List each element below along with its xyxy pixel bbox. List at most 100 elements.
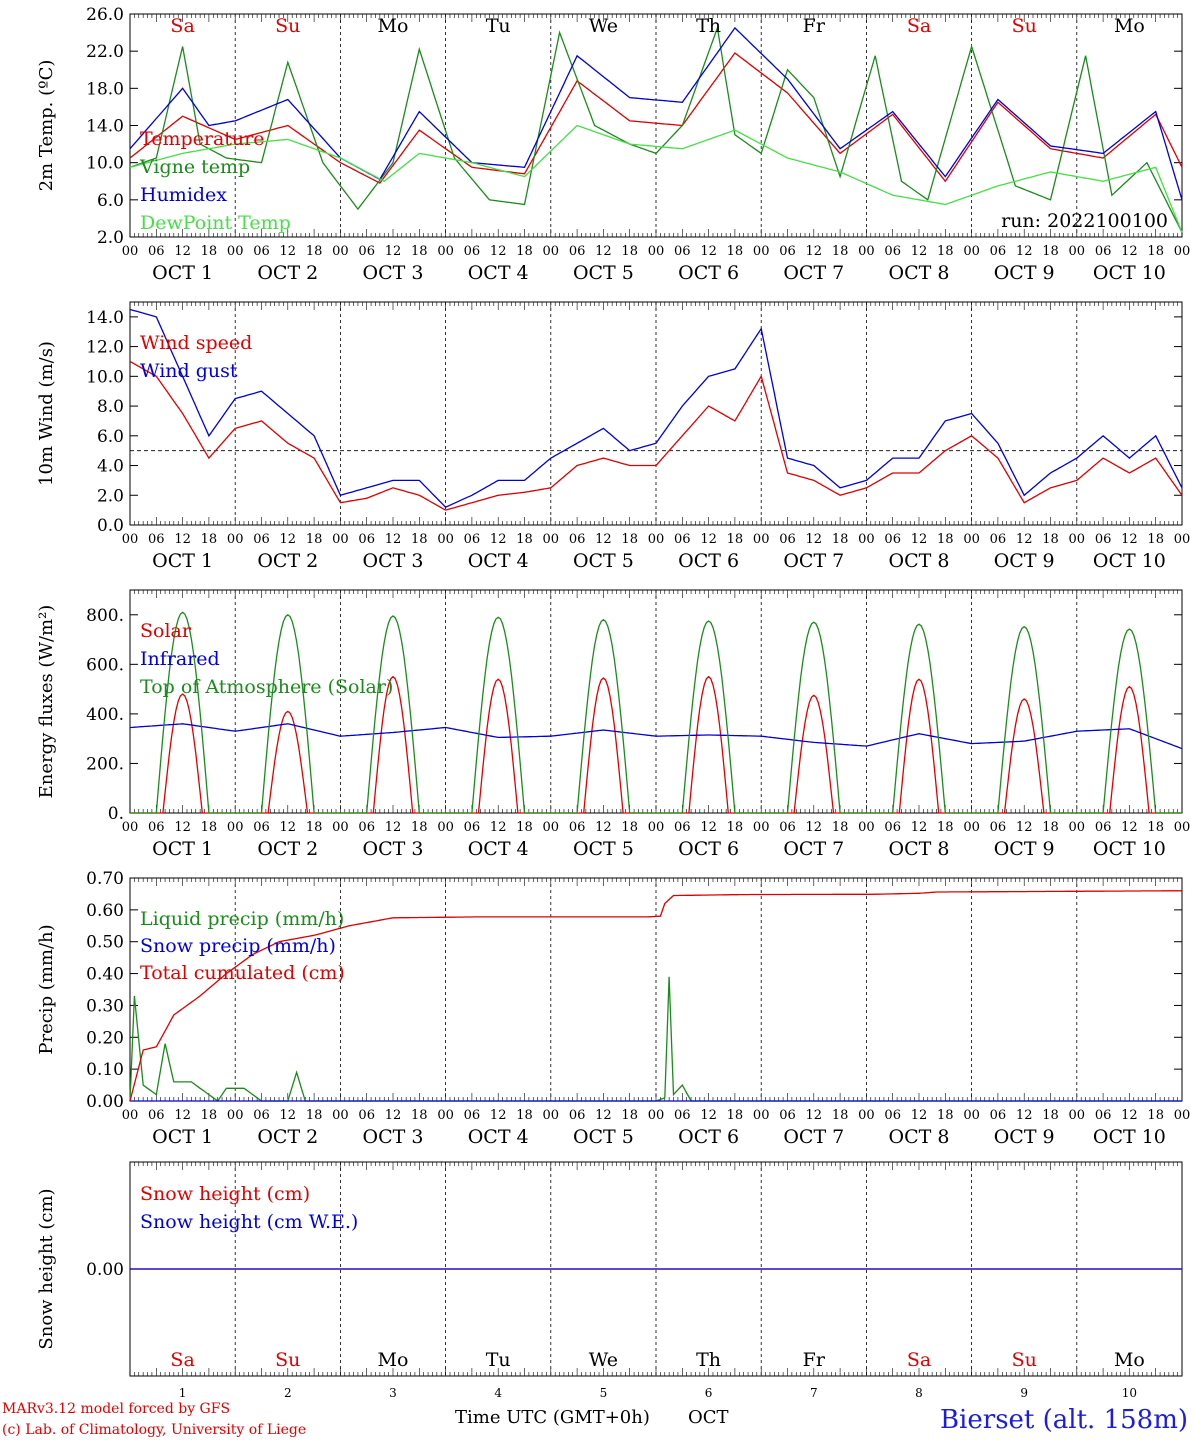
- hour-tick-label: 00: [753, 244, 770, 259]
- y-tick-label: 0.: [108, 804, 124, 824]
- hour-tick-label: 00: [543, 244, 560, 259]
- hour-tick-label: 18: [937, 820, 954, 835]
- y-axis-label: Energy fluxes (W/m²): [36, 605, 57, 799]
- hour-tick-label: 00: [437, 244, 454, 259]
- y-tick-label: 0.60: [86, 901, 124, 921]
- hour-tick-label: 12: [385, 1108, 402, 1123]
- y-tick-label: 400.: [86, 705, 124, 725]
- hour-tick-label: 06: [1095, 244, 1112, 259]
- day-label: OCT 6: [678, 838, 739, 860]
- series-line: [129, 360, 1183, 511]
- hour-tick-label: 00: [543, 820, 560, 835]
- day-name-label: We: [589, 15, 618, 37]
- y-tick-label: 200.: [86, 754, 124, 774]
- run-label: run: 2022100100: [1001, 210, 1168, 232]
- hour-tick-label: 00: [648, 820, 665, 835]
- hour-tick-label: 12: [1016, 244, 1033, 259]
- hour-tick-label: 18: [832, 1108, 849, 1123]
- hour-tick-label: 00: [963, 1108, 980, 1123]
- hour-tick-label: 00: [858, 820, 875, 835]
- hour-tick-label: 12: [490, 820, 507, 835]
- hour-tick-label: 00: [543, 1108, 560, 1123]
- day-name-label: Fr: [803, 1349, 826, 1371]
- day-label: OCT 2: [257, 262, 318, 284]
- hour-tick-label: 00: [648, 244, 665, 259]
- day-label: OCT 10: [1093, 838, 1166, 860]
- hour-tick-label: 12: [385, 532, 402, 547]
- hour-tick-label: 12: [174, 1108, 191, 1123]
- day-name-label: Th: [696, 1349, 721, 1371]
- day-label: OCT 4: [468, 838, 529, 860]
- day-label: OCT 9: [994, 550, 1055, 572]
- panel-2: 0.0 2.0 4.0 6.0 8.0 10.0 12.0 14.0 10m Wind (m/s…: [36, 301, 1190, 572]
- y-tick-label: 10.0: [86, 154, 124, 174]
- day-name-label: Sa: [907, 15, 931, 37]
- panel-1: 2.0 6.0 10.0 14.0 18.0 22.0 26.0 2m Temp. (ºC) 0…: [36, 5, 1190, 284]
- footer-credit-lab: (c) Lab. of Climatology, University of L…: [2, 1422, 306, 1438]
- day-name-label: Tu: [486, 15, 511, 37]
- hour-tick-label: 18: [1147, 244, 1164, 259]
- hour-tick-label: 18: [621, 244, 638, 259]
- day-label: OCT 9: [994, 1126, 1055, 1148]
- legend-label: Solar: [140, 620, 192, 642]
- series-line: [129, 723, 1183, 750]
- day-label: OCT 10: [1093, 550, 1166, 572]
- hour-tick-label: 12: [1121, 244, 1138, 259]
- hour-tick-label: 18: [306, 244, 323, 259]
- hour-tick-label: 06: [569, 1108, 586, 1123]
- y-tick-label: 0.10: [86, 1060, 124, 1080]
- hour-tick-label: 18: [201, 1108, 218, 1123]
- hour-tick-label: 06: [148, 532, 165, 547]
- hour-tick-label: 06: [674, 532, 691, 547]
- day-label: OCT 4: [468, 1126, 529, 1148]
- hour-tick-label: 18: [621, 532, 638, 547]
- hour-tick-label: 00: [1069, 820, 1086, 835]
- hour-tick-label: 12: [385, 244, 402, 259]
- y-tick-label: 4.0: [97, 457, 124, 477]
- day-label: OCT 1: [152, 262, 213, 284]
- hour-tick-label: 06: [464, 1108, 481, 1123]
- station-label: Bierset (alt. 158m): [940, 1405, 1188, 1435]
- day-name-label: We: [589, 1349, 618, 1371]
- hour-tick-label: 12: [1121, 1108, 1138, 1123]
- day-number-label: 5: [600, 1386, 608, 1400]
- hour-tick-label: 06: [569, 532, 586, 547]
- day-label: OCT 2: [257, 550, 318, 572]
- hour-tick-label: 00: [227, 244, 244, 259]
- hour-tick-label: 06: [569, 244, 586, 259]
- hour-tick-label: 00: [332, 1108, 349, 1123]
- hour-tick-label: 18: [937, 244, 954, 259]
- legend-label: Snow height (cm): [140, 1183, 310, 1205]
- hour-tick-label: 06: [884, 1108, 901, 1123]
- day-label: OCT 7: [783, 262, 844, 284]
- hour-tick-label: 06: [253, 532, 270, 547]
- day-name-label: Su: [1012, 1349, 1037, 1371]
- day-label: OCT 7: [783, 550, 844, 572]
- hour-tick-label: 12: [280, 1108, 297, 1123]
- y-tick-label: 6.0: [97, 427, 124, 447]
- hour-tick-label: 06: [674, 244, 691, 259]
- hour-tick-label: 18: [727, 244, 744, 259]
- hour-tick-label: 18: [411, 532, 428, 547]
- day-name-label: Sa: [170, 1349, 194, 1371]
- hour-tick-label: 00: [227, 820, 244, 835]
- hour-tick-label: 00: [437, 820, 454, 835]
- hour-tick-label: 12: [174, 820, 191, 835]
- hour-tick-label: 06: [148, 1108, 165, 1123]
- hour-tick-label: 18: [1042, 820, 1059, 835]
- hour-tick-label: 00: [753, 532, 770, 547]
- hour-tick-label: 06: [569, 820, 586, 835]
- day-label: OCT 1: [152, 550, 213, 572]
- day-name-label: Mo: [378, 1349, 409, 1371]
- legend-label: Top of Atmosphere (Solar): [140, 676, 393, 698]
- day-label: OCT 8: [889, 550, 950, 572]
- day-label: OCT 7: [783, 838, 844, 860]
- hour-tick-label: 00: [227, 1108, 244, 1123]
- hour-tick-label: 06: [358, 244, 375, 259]
- day-name-label: Fr: [803, 15, 826, 37]
- day-name-label: Su: [1012, 15, 1037, 37]
- y-tick-label: 12.0: [86, 338, 124, 358]
- day-label: OCT 7: [783, 1126, 844, 1148]
- hour-tick-label: 06: [464, 244, 481, 259]
- hour-tick-label: 18: [1042, 1108, 1059, 1123]
